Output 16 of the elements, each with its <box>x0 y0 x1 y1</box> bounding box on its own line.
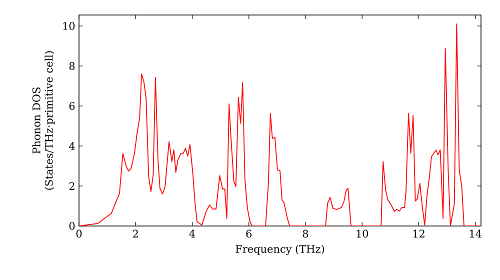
x-tick-label: 14 <box>470 230 482 238</box>
y-tick-label: 6 <box>69 102 75 110</box>
x-axis-title: Frequency (THz) <box>236 244 324 256</box>
x-tick-label: 2 <box>133 230 138 238</box>
x-tick-label: 6 <box>246 230 252 238</box>
y-tick-label: 8 <box>69 62 75 70</box>
y-tick-label: 0 <box>69 222 75 230</box>
x-tick-label: 4 <box>189 230 196 238</box>
y-tick-label: 4 <box>68 142 75 150</box>
y-tick-label: 2 <box>69 182 74 190</box>
x-tick-label: 10 <box>356 230 368 238</box>
x-tick-label: 8 <box>302 230 308 238</box>
x-tick-label: 12 <box>413 230 424 238</box>
y-axis-title: Phonon DOS (States/THz·primitive cell) <box>32 51 55 190</box>
y-tick-label: 10 <box>63 22 75 30</box>
x-tick-label: 0 <box>76 230 82 238</box>
